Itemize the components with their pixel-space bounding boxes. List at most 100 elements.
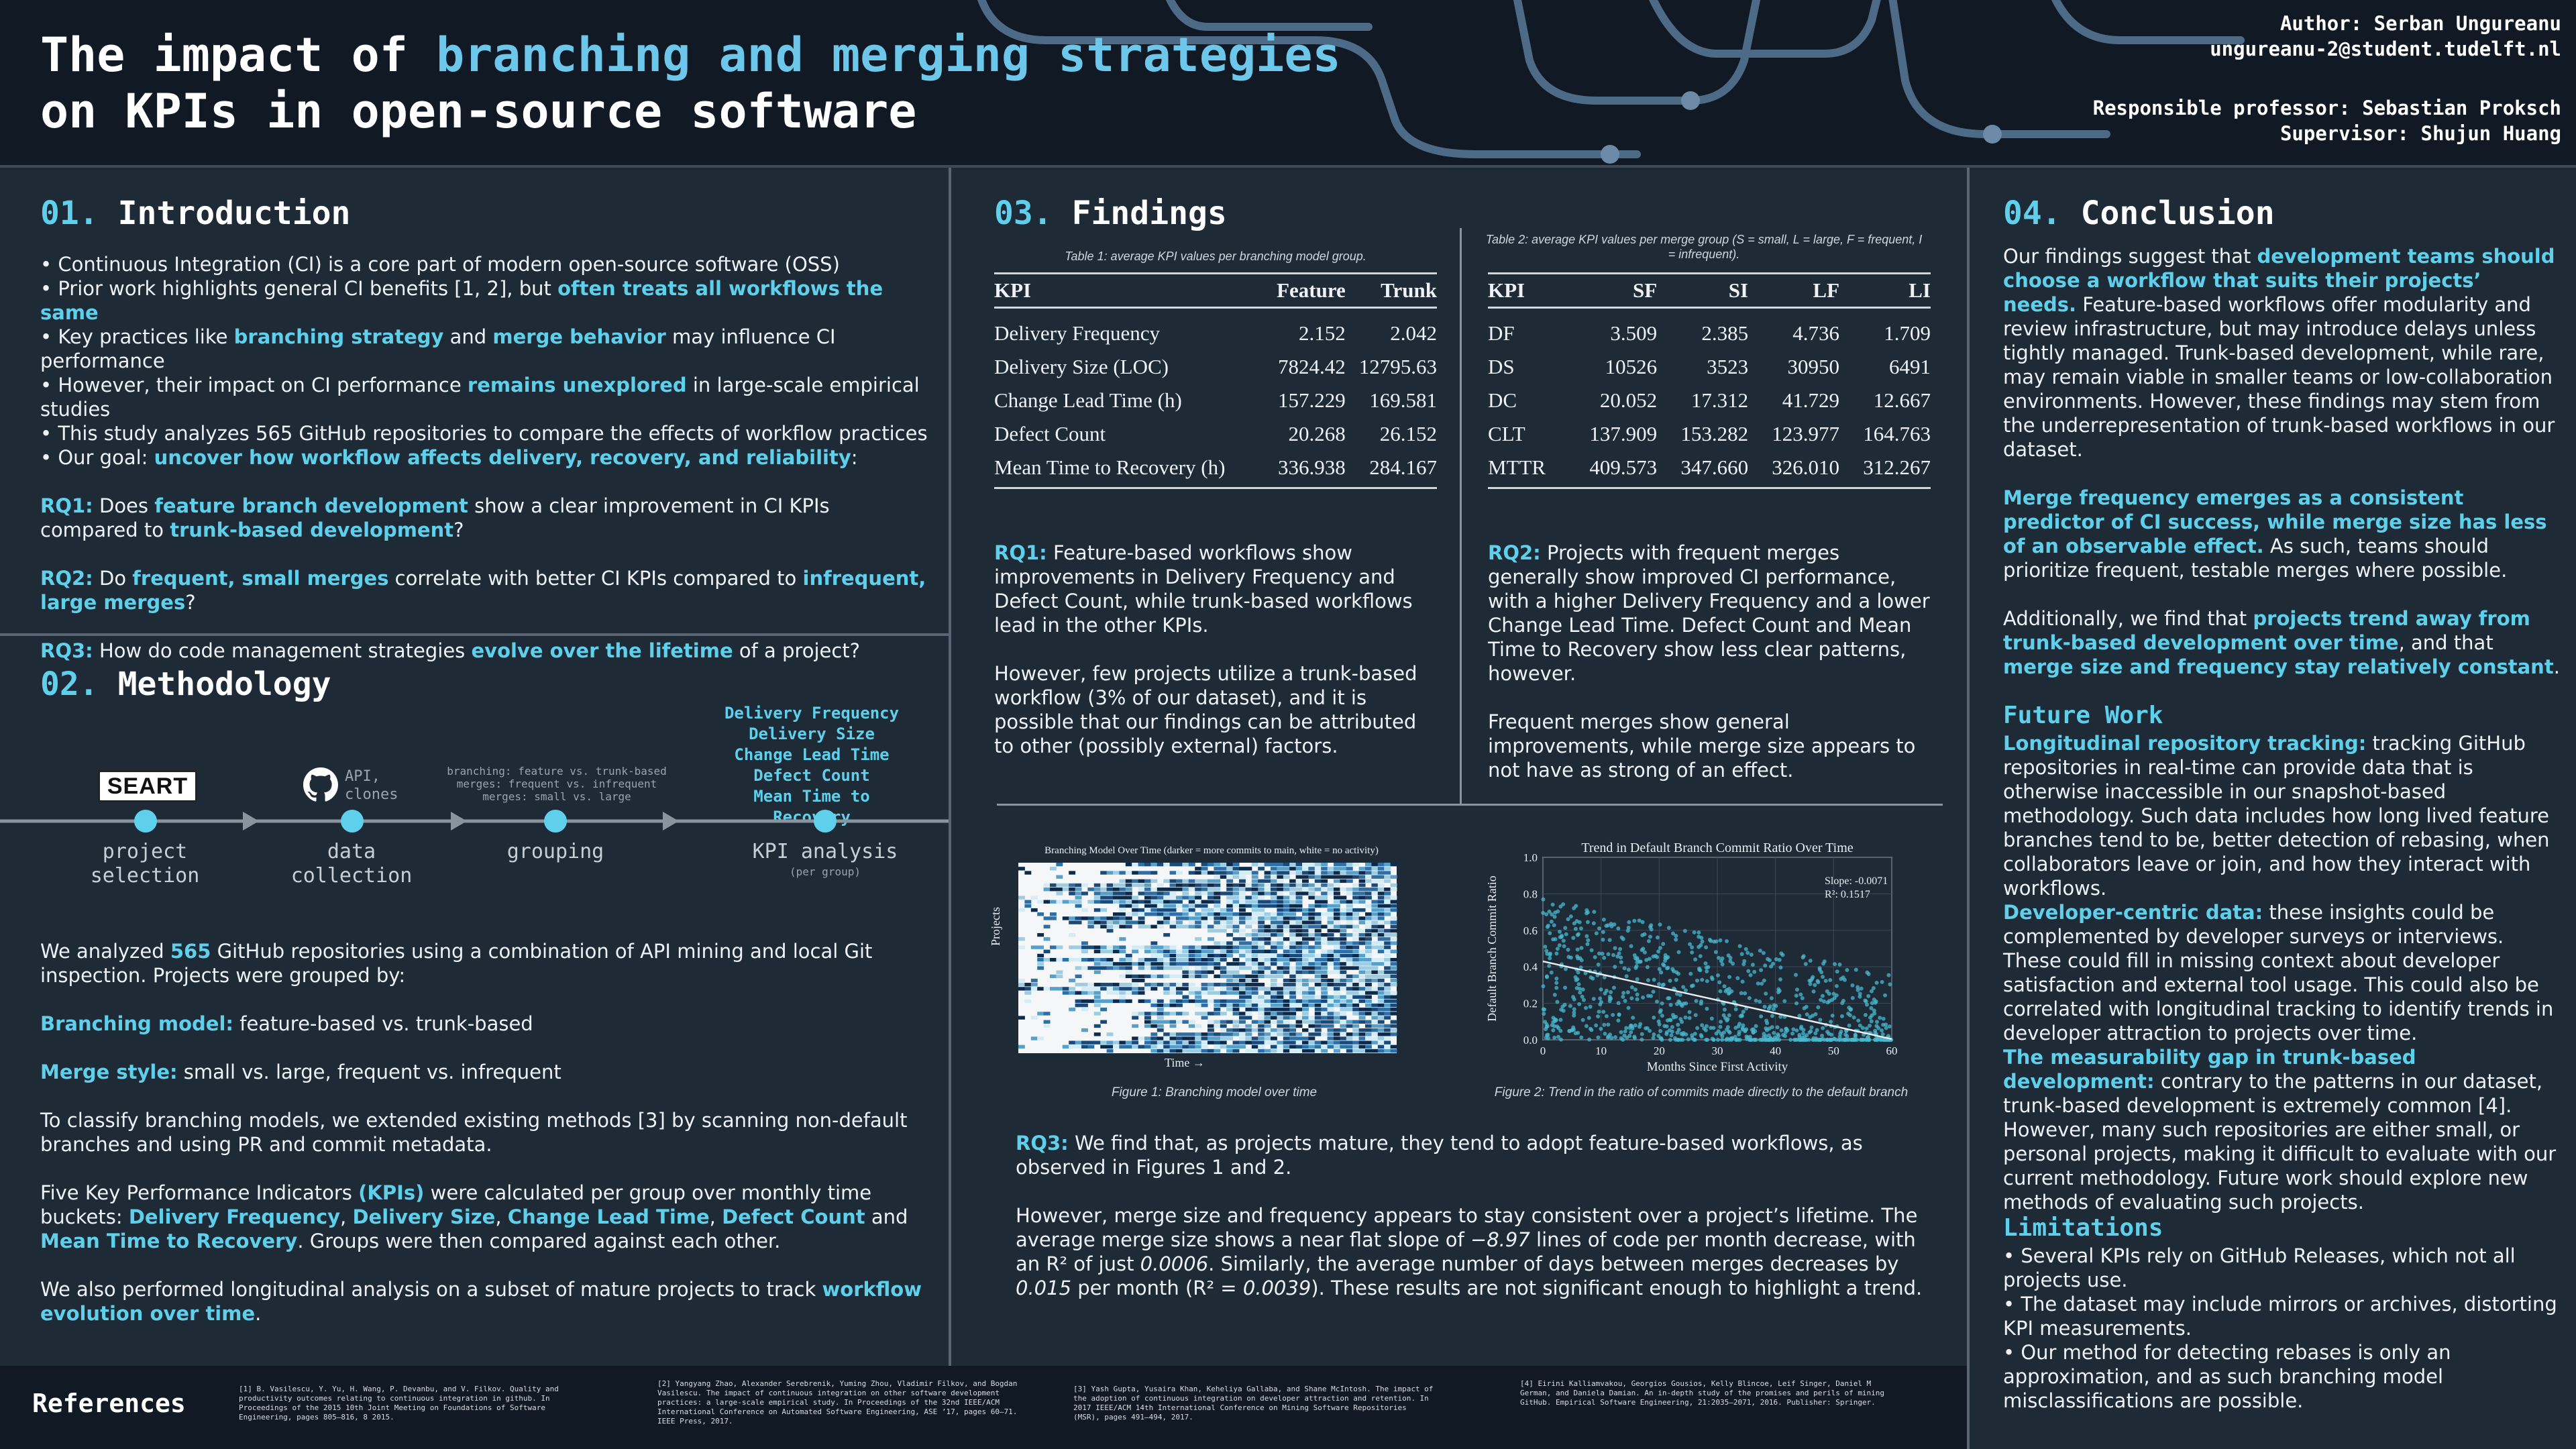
fig1-cell [1346, 962, 1353, 966]
fig2-point [1668, 1003, 1673, 1008]
fig2-point [1552, 923, 1556, 928]
fig2-point [1646, 994, 1651, 998]
fig1-cell [1340, 966, 1347, 970]
fig1-cell [1384, 1049, 1391, 1053]
fig1-cell [1087, 983, 1095, 987]
fig1-cell [1390, 883, 1397, 888]
reference-3: [3] Yash Gupta, Yusaira Khan, Keheliya G… [1073, 1385, 1434, 1421]
fig1-cell [1125, 883, 1132, 888]
fig1-cell [1352, 916, 1360, 920]
fig2-point [1601, 917, 1606, 922]
fig1-cell [1239, 991, 1246, 995]
fig1-cell [1358, 995, 1366, 999]
fig2-point [1584, 1006, 1589, 1010]
fig1-cell [1245, 916, 1252, 920]
fig1-cell [1334, 962, 1340, 966]
fig1-cell [1132, 879, 1139, 883]
fig2-point [1719, 959, 1723, 963]
fig2-point [1581, 998, 1586, 1002]
fig1-cell [1245, 949, 1252, 954]
fig2-point [1603, 1031, 1607, 1036]
fig1-cell [1377, 978, 1385, 983]
fig1-cell [1377, 1032, 1385, 1036]
fig1-cell [1024, 987, 1032, 991]
fig1-cell [1251, 958, 1258, 962]
fig1-cell [1277, 966, 1284, 970]
fig1-cell [1245, 974, 1252, 979]
fig1-cell [1245, 1012, 1252, 1016]
fig1-cell [1365, 970, 1372, 974]
fig1-cell [1018, 908, 1025, 912]
fig1-cell [1030, 908, 1038, 912]
fig1-cell [1157, 949, 1164, 954]
fig1-cell [1289, 879, 1297, 883]
fig1-cell [1239, 1020, 1246, 1024]
fig1-cell [1157, 945, 1164, 949]
fig1-cell [1358, 978, 1366, 983]
fig2-point [1783, 1034, 1788, 1038]
fig1-cell [1334, 1036, 1340, 1040]
fig1-cell [1245, 871, 1252, 875]
fig2-point [1578, 990, 1582, 995]
fig1-cell [1100, 908, 1108, 912]
fig1-cell [1334, 863, 1340, 867]
fig2-point [1695, 1026, 1700, 1030]
fig1-cell [1144, 974, 1151, 979]
fig1-cell [1245, 1049, 1252, 1053]
fig1-cell [1169, 924, 1177, 928]
fig1-cell [1195, 1024, 1202, 1028]
fig2-point [1666, 965, 1670, 970]
fig2-point [1720, 1038, 1725, 1042]
fig1-cell [1277, 900, 1284, 904]
fig1-cell [1062, 991, 1069, 995]
fig1-cell [1220, 867, 1227, 871]
fig2-point [1656, 949, 1661, 954]
fig2-point [1776, 990, 1780, 995]
fig1-cell [1232, 883, 1240, 888]
limitation-item: The dataset may include mirrors or archi… [2003, 1292, 2560, 1340]
fig1-cell [1232, 888, 1240, 892]
fig1-cell [1157, 1016, 1164, 1020]
fig1-cell [1295, 1032, 1303, 1036]
fig1-cell [1062, 900, 1069, 904]
fig1-cell [1371, 991, 1379, 995]
fig1-cell [1100, 1020, 1108, 1024]
fig1-cell [1182, 970, 1189, 974]
fig2-point [1574, 978, 1578, 983]
fig2-point [1684, 1001, 1688, 1006]
fig1-cell [1100, 1008, 1108, 1012]
fig2-point [1813, 983, 1817, 987]
fig1-cell [1195, 871, 1202, 875]
fig1-cell [1264, 1028, 1271, 1032]
fig2-xtick: 60 [1886, 1044, 1898, 1057]
table2-header: LF [1748, 272, 1840, 309]
fig1-cell [1220, 1003, 1227, 1008]
poster-title: The impact of branching and merging stra… [40, 28, 1341, 139]
fig1-cell [1201, 863, 1208, 867]
fig1-cell [1144, 958, 1151, 962]
fig1-cell [1258, 920, 1265, 924]
fig1-cell [1251, 999, 1258, 1004]
table1-header: KPI [994, 272, 1265, 309]
fig2-point [1670, 1024, 1674, 1029]
fig1-cell [1308, 867, 1316, 871]
fig1-cell [1043, 1012, 1051, 1016]
fig1-cell [1258, 912, 1265, 916]
fig1-cell [1384, 970, 1391, 974]
fig1-cell [1150, 879, 1158, 883]
fig1-cell [1334, 920, 1340, 924]
fig2-point [1869, 1019, 1874, 1024]
fig1-cell [1264, 995, 1271, 999]
fig1-cell [1093, 995, 1101, 999]
fig1-cell [1037, 945, 1044, 949]
fig2-point [1740, 979, 1745, 984]
fig1-cell [1119, 912, 1126, 916]
fig1-cell [1390, 1044, 1397, 1049]
fig2-point [1847, 1038, 1851, 1042]
fig1-cell [1258, 932, 1265, 937]
fig2-point [1551, 937, 1556, 942]
findings-rq3: RQ3: We find that, as projects mature, t… [1016, 1131, 1928, 1324]
fig1-cell [1195, 966, 1202, 970]
table-cell: 12.667 [1873, 388, 1931, 412]
fig1-cell [1352, 1040, 1360, 1044]
